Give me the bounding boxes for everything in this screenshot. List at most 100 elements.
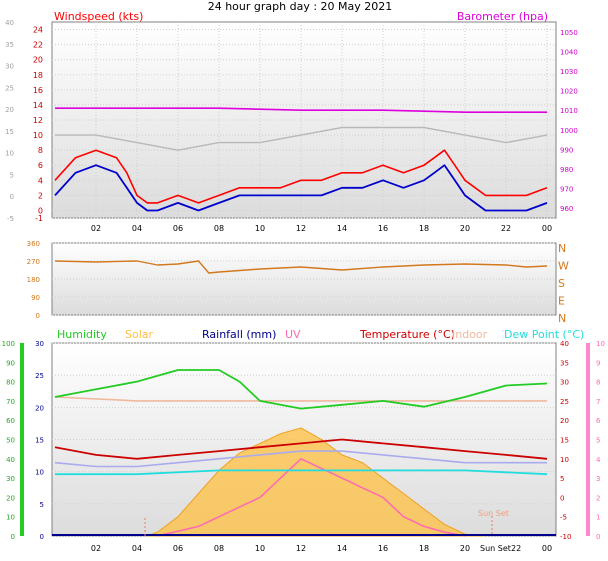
temperature-tick-label: 40: [560, 340, 569, 348]
wind-outer-tick-label: 35: [5, 41, 14, 49]
wind-outer-tick-label: 30: [5, 63, 14, 71]
solar-area: [147, 427, 486, 537]
legend-entry: Solar: [125, 328, 154, 341]
temperature-tick-label: 25: [560, 398, 569, 406]
wind-x-tick-label: 12: [296, 224, 306, 233]
barometer-tick-label: 1020: [560, 88, 578, 96]
barometer-tick-label: 990: [560, 146, 573, 154]
windspeed-tick-label: 10: [33, 131, 43, 140]
weather-legend: Humidity Solar Rainfall (mm) UV Temperature …: [57, 328, 584, 341]
dew-point-line: [55, 469, 548, 476]
feels-like-line: [54, 450, 547, 468]
windspeed-tick-label: 0: [38, 206, 43, 215]
wind-outer-tick-label: 0: [10, 193, 14, 201]
rainfall-tick-label: 30: [35, 340, 44, 348]
windspeed-axis-label: Windspeed (kts): [54, 10, 143, 23]
wind-outer-tick-label: 25: [5, 84, 14, 92]
rainfall-tick-label: 20: [35, 404, 44, 412]
windspeed-tick-label: 20: [33, 56, 43, 65]
humidity-tick-label: 40: [6, 456, 15, 464]
wind-x-tick-label: 18: [419, 224, 429, 233]
wind-x-tick-label: 16: [378, 224, 388, 233]
temperature-tick-label: -5: [560, 514, 567, 522]
uv-tick-label: 2: [596, 494, 600, 502]
barometer-line: [55, 107, 547, 113]
uv-line: [157, 458, 466, 537]
rainfall-tick-label: 10: [35, 469, 44, 477]
uv-tick-label: 6: [596, 417, 601, 425]
wind-x-tick-label: 00: [542, 224, 552, 233]
weather-x-tick-label: 04: [132, 544, 142, 553]
legend-entry: Rainfall (mm): [202, 328, 276, 341]
direction-tick-label: 180: [27, 276, 40, 284]
direction-tick-label: 270: [27, 258, 40, 266]
barometer-tick-label: 970: [560, 186, 573, 194]
sunset-label: Sun Set: [478, 509, 509, 518]
humidity-axis-bar: [20, 343, 24, 536]
legend-entry: UV: [285, 328, 301, 341]
compass-label: W: [558, 260, 569, 273]
wind-x-tick-label: 04: [132, 224, 142, 233]
temperature-tick-label: 10: [560, 456, 569, 464]
weather-x-tick-labels: 02 04 06 08 10 12 14 16 18 20 00 22: [91, 544, 552, 553]
uv-tick-label: 5: [596, 437, 600, 445]
weather-series: [52, 369, 556, 537]
windspeed-tick-label: -1: [35, 214, 43, 223]
direction-tick-label: 90: [31, 294, 40, 302]
weather-x-tick-label: 02: [91, 544, 101, 553]
humidity-tick-label: 0: [11, 533, 15, 541]
wind-outer-tick-label: -5: [7, 215, 14, 223]
humidity-tick-label: 10: [6, 514, 15, 522]
weather-x-tick-label: 10: [255, 544, 265, 553]
wind-average-line: [54, 164, 548, 212]
indoor-line: [54, 396, 547, 402]
weather-x-tick-label: 12: [296, 544, 306, 553]
weather-x-tick-label: 16: [378, 544, 388, 553]
windspeed-tick-label: 4: [38, 176, 43, 185]
windspeed-tick-label: 24: [33, 26, 43, 35]
temperature-tick-label: 15: [560, 437, 569, 445]
uv-tick-label: 0: [596, 533, 600, 541]
temperature-tick-label: -10: [560, 533, 571, 541]
humidity-tick-labels: 0 10 20 30 40 50 60 70 80 90 100: [2, 340, 24, 541]
compass-label: N: [558, 312, 566, 325]
direction-tick-labels: 0 90 180 270 360: [27, 240, 40, 320]
legend-entry: Dew Point (°C): [504, 328, 584, 341]
direction-tick-label: 0: [36, 312, 40, 320]
temperature-tick-labels: -10 -5 0 5 10 15 20 25 30 35 40: [560, 340, 571, 541]
temperature-tick-label: 35: [560, 359, 569, 367]
wind-x-tick-label: 02: [91, 224, 101, 233]
wind-outer-tick-label: 10: [5, 150, 14, 158]
wind-outer-tick-label: 40: [5, 19, 14, 27]
rainfall-tick-label: 5: [40, 501, 44, 509]
uv-tick-label: 1: [596, 514, 600, 522]
humidity-tick-label: 20: [6, 494, 15, 502]
uv-tick-label: 10: [596, 340, 605, 348]
uv-tick-labels: 0 1 2 3 4 5 6 7 8 9 10: [586, 340, 605, 541]
direction-series: [54, 260, 548, 274]
weather-x-tick-label: 20: [460, 544, 470, 553]
uv-tick-label: 7: [596, 398, 600, 406]
barometer-tick-label: 980: [560, 166, 573, 174]
barometer-tick-label: 1030: [560, 68, 578, 76]
wind-outer-tick-labels: -5 0 5 10 15 20 25 30 35 40: [5, 19, 14, 223]
gust-line: [55, 126, 548, 151]
wind-x-tick-labels: 02 04 06 08 10 12 14 16 18 20 22 00: [91, 224, 552, 233]
barometer-tick-label: 1010: [560, 107, 578, 115]
wind-x-tick-label: 10: [255, 224, 265, 233]
barometer-tick-label: 960: [560, 205, 573, 213]
wind-x-tick-label: 22: [501, 224, 511, 233]
wind-x-tick-label: 20: [460, 224, 470, 233]
chart-title: 24 hour graph day : 20 May 2021: [208, 0, 393, 13]
uv-tick-label: 9: [596, 359, 600, 367]
legend-entry: Temperature (°C): [359, 328, 455, 341]
humidity-tick-label: 60: [6, 417, 15, 425]
compass-label: E: [558, 295, 565, 308]
weather-x-tick-label: 22: [511, 544, 521, 553]
windspeed-tick-label: 8: [38, 146, 43, 155]
barometer-axis-label: Barometer (hpa): [457, 10, 548, 23]
temperature-tick-label: 20: [560, 417, 569, 425]
wind-direction-line: [54, 260, 548, 274]
